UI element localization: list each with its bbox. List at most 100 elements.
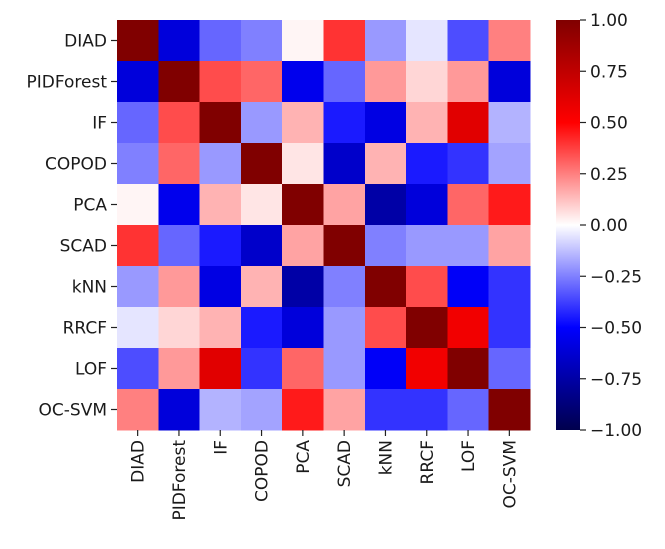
y-tick-label: LOF	[75, 360, 107, 380]
heatmap-cell	[406, 307, 448, 349]
y-tick-label: PCA	[73, 196, 107, 216]
heatmap-cell	[282, 184, 325, 226]
colorbar-tick-label: 0.75	[590, 62, 628, 82]
y-tick-label: RRCF	[63, 319, 107, 339]
heatmap-cell	[282, 61, 325, 103]
heatmap-cell	[364, 61, 407, 103]
heatmap-cell	[406, 348, 448, 390]
heatmap-cell	[117, 184, 159, 226]
heatmap-cell	[240, 266, 283, 308]
heatmap-cell	[240, 143, 283, 185]
colorbar-tick-label: 0.25	[590, 165, 628, 185]
heatmap-cell	[406, 225, 448, 267]
heatmap-cell	[364, 348, 407, 390]
y-tick-label: SCAD	[60, 237, 107, 257]
heatmap-cell	[488, 102, 531, 144]
heatmap-cell	[406, 184, 448, 226]
heatmap-cell	[158, 143, 201, 185]
heatmap-cell	[447, 389, 490, 431]
heatmap-cell	[240, 184, 283, 226]
heatmap-cell	[323, 307, 366, 349]
heatmap-cell	[488, 307, 531, 349]
heatmap-cell	[488, 389, 531, 431]
x-tick-label: OC-SVM	[500, 440, 520, 508]
heatmap-cell	[199, 225, 242, 267]
heatmap-cell	[240, 102, 283, 144]
heatmap-cell	[117, 225, 159, 267]
heatmap-cell	[158, 266, 201, 308]
heatmap-cell	[323, 266, 366, 308]
heatmap-cell	[488, 266, 531, 308]
x-tick-label: IF	[211, 440, 231, 455]
colorbar	[556, 20, 580, 430]
x-tick-label: SCAD	[335, 440, 355, 487]
heatmap-cell	[117, 102, 159, 144]
heatmap-cell	[282, 348, 325, 390]
heatmap-cell	[199, 61, 242, 103]
heatmap-cell	[282, 307, 325, 349]
heatmap-cell	[364, 184, 407, 226]
heatmap-cell	[323, 389, 366, 431]
heatmap-cell	[364, 20, 407, 62]
heatmap-cell	[364, 389, 407, 431]
heatmap-cell	[447, 307, 490, 349]
heatmap-cell	[199, 102, 242, 144]
heatmap-cell	[323, 225, 366, 267]
x-tick-label: PIDForest	[170, 440, 190, 521]
colorbar-tick-label: −0.75	[590, 370, 642, 390]
colorbar-tick-label: −0.25	[590, 267, 642, 287]
heatmap-cell	[323, 61, 366, 103]
heatmap-cell	[282, 266, 325, 308]
heatmap-cell	[117, 61, 159, 103]
heatmap-cell	[323, 184, 366, 226]
heatmap-cell	[158, 225, 201, 267]
heatmap-cell	[488, 348, 531, 390]
heatmap-cell	[488, 225, 531, 267]
y-tick-label: DIAD	[64, 32, 107, 52]
heatmap-cell	[282, 225, 325, 267]
heatmap-cell	[364, 102, 407, 144]
heatmap-cell	[406, 102, 448, 144]
colorbar-tick-label: 0.50	[590, 114, 628, 134]
heatmap-cell	[447, 61, 490, 103]
heatmap-cell	[282, 102, 325, 144]
heatmap-cell	[364, 225, 407, 267]
heatmap-cell	[488, 61, 531, 103]
x-tick-label: PCA	[294, 440, 314, 474]
heatmap-cell	[199, 20, 242, 62]
heatmap-cell	[158, 61, 201, 103]
heatmap-cell	[117, 389, 159, 431]
heatmap-cell	[199, 184, 242, 226]
colorbar-tick-label: 1.00	[590, 11, 628, 31]
x-tick-label: LOF	[459, 440, 479, 472]
heatmap-cell	[158, 307, 201, 349]
x-tick-label: COPOD	[253, 440, 273, 502]
colorbar-tick-label: −0.50	[590, 319, 642, 339]
heatmap-cell	[323, 348, 366, 390]
heatmap-cell	[199, 143, 242, 185]
heatmap-cell	[240, 389, 283, 431]
heatmap-cell	[323, 102, 366, 144]
heatmap-cell	[199, 348, 242, 390]
heatmap-cell	[158, 184, 201, 226]
heatmap-cell	[282, 20, 325, 62]
heatmap-cell	[282, 389, 325, 431]
heatmap-cell	[406, 20, 448, 62]
heatmap-cell	[364, 143, 407, 185]
x-tick-label: DIAD	[129, 440, 149, 483]
heatmap-cell	[447, 184, 490, 226]
heatmap-cell	[117, 266, 159, 308]
heatmap-cell	[282, 143, 325, 185]
heatmap-cell	[240, 20, 283, 62]
heatmap-cell	[447, 102, 490, 144]
heatmap-cell	[240, 307, 283, 349]
heatmap-cell	[323, 20, 366, 62]
y-tick-label: COPOD	[45, 155, 107, 175]
heatmap-cell	[447, 266, 490, 308]
heatmap-cell	[447, 348, 490, 390]
colorbar-tick-label: −1.00	[590, 421, 642, 441]
heatmap-cell	[488, 20, 531, 62]
heatmap-cell	[117, 143, 159, 185]
colorbar-tick-label: 0.00	[590, 216, 628, 236]
